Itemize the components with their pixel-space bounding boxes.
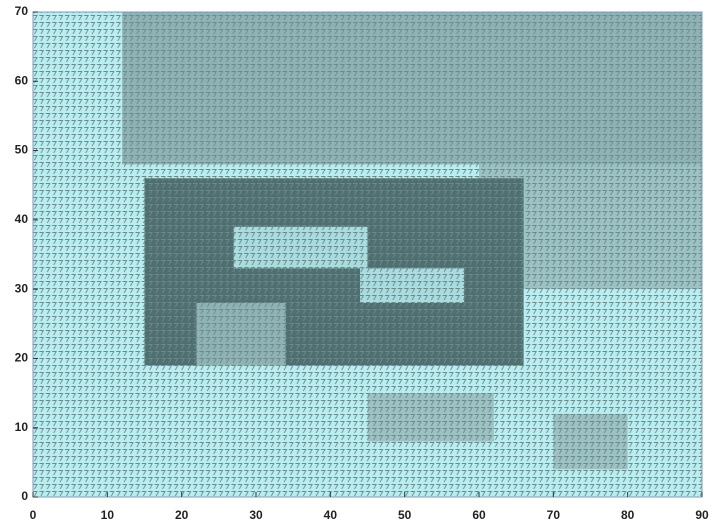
y-tick-label: 50: [15, 143, 29, 157]
x-tick-label: 0: [30, 508, 37, 522]
x-tick-label: 60: [472, 508, 486, 522]
y-tick-label: 10: [15, 420, 29, 434]
y-tick-label: 60: [15, 73, 29, 87]
plot-frame: [32, 11, 703, 498]
y-tick-label: 40: [15, 212, 29, 226]
cell-pattern: [33, 12, 702, 497]
x-tick-label: 90: [695, 508, 709, 522]
x-tick-label: 20: [175, 508, 189, 522]
x-tick-label: 50: [398, 508, 412, 522]
x-tick-label: 70: [547, 508, 561, 522]
x-tick-label: 10: [101, 508, 115, 522]
y-tick-label: 0: [21, 489, 28, 503]
x-tick-label: 30: [249, 508, 263, 522]
y-tick-label: 30: [15, 281, 29, 295]
y-tick-label: 70: [15, 4, 29, 18]
x-tick-label: 80: [621, 508, 635, 522]
x-tick-label: 40: [324, 508, 338, 522]
y-tick-label: 20: [15, 351, 29, 365]
